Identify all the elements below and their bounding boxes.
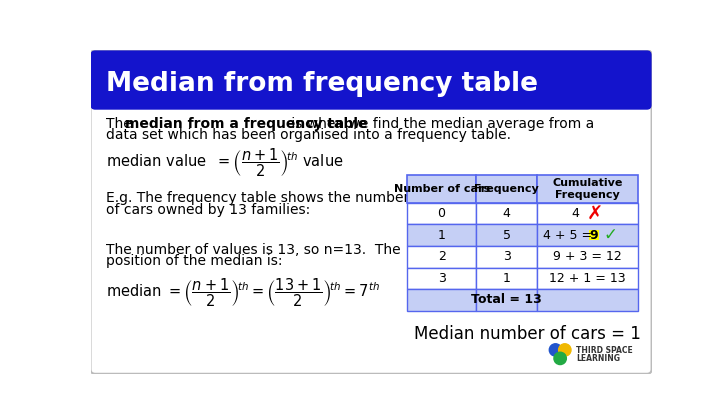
Bar bbox=[476, 268, 537, 289]
Text: Cumulative
Frequency: Cumulative Frequency bbox=[552, 178, 623, 200]
Bar bbox=[589, 230, 599, 240]
Bar bbox=[407, 289, 476, 311]
Text: Median number of cars = 1: Median number of cars = 1 bbox=[414, 325, 641, 343]
Text: 2: 2 bbox=[437, 250, 445, 263]
Text: median from a frequency table: median from a frequency table bbox=[125, 117, 367, 131]
Text: 9 + 3 = 12: 9 + 3 = 12 bbox=[553, 250, 622, 263]
Text: Total = 13: Total = 13 bbox=[471, 294, 542, 306]
Bar bbox=[537, 268, 638, 289]
Text: median value  $=\left(\dfrac{n+1}{2}\right)^{\!\mathit{th}}$ value: median value $=\left(\dfrac{n+1}{2}\righ… bbox=[106, 147, 343, 179]
Text: Number of cars: Number of cars bbox=[394, 184, 489, 194]
Bar bbox=[407, 224, 476, 246]
Text: LEARNING: LEARNING bbox=[576, 354, 620, 363]
Bar bbox=[407, 203, 476, 224]
Text: 3: 3 bbox=[437, 272, 445, 285]
Bar bbox=[476, 175, 537, 203]
Text: The: The bbox=[106, 117, 136, 131]
Text: 3: 3 bbox=[502, 250, 510, 263]
Text: Median from frequency table: Median from frequency table bbox=[106, 71, 538, 97]
Bar bbox=[407, 246, 476, 268]
Bar bbox=[95, 85, 647, 105]
Text: of cars owned by 13 families:: of cars owned by 13 families: bbox=[106, 203, 311, 217]
Text: 9: 9 bbox=[589, 229, 598, 241]
Text: ✓: ✓ bbox=[604, 226, 618, 244]
Bar bbox=[537, 224, 638, 246]
Bar bbox=[476, 289, 537, 311]
FancyBboxPatch shape bbox=[90, 50, 652, 374]
Bar bbox=[537, 203, 638, 224]
Bar bbox=[476, 224, 537, 246]
Text: ✗: ✗ bbox=[587, 205, 603, 224]
Text: Frequency: Frequency bbox=[474, 184, 539, 194]
Text: 0: 0 bbox=[437, 207, 445, 220]
Text: 4 + 5 =: 4 + 5 = bbox=[543, 229, 597, 241]
Bar bbox=[476, 246, 537, 268]
Text: 1: 1 bbox=[502, 272, 510, 285]
Text: data set which has been organised into a frequency table.: data set which has been organised into a… bbox=[106, 128, 511, 142]
Circle shape bbox=[554, 352, 566, 365]
Bar bbox=[407, 175, 476, 203]
Circle shape bbox=[559, 344, 571, 356]
Bar bbox=[407, 268, 476, 289]
Text: THIRD SPACE: THIRD SPACE bbox=[576, 346, 634, 355]
Bar bbox=[476, 203, 537, 224]
Text: 4: 4 bbox=[572, 207, 580, 220]
Text: position of the median is:: position of the median is: bbox=[106, 255, 282, 268]
Text: 12 + 1 = 13: 12 + 1 = 13 bbox=[549, 272, 626, 285]
Text: E.g. The frequency table shows the number: E.g. The frequency table shows the numbe… bbox=[106, 191, 409, 205]
Text: 4: 4 bbox=[502, 207, 510, 220]
Text: 1: 1 bbox=[437, 229, 445, 241]
Bar bbox=[537, 175, 638, 203]
Text: 5: 5 bbox=[502, 229, 510, 241]
FancyBboxPatch shape bbox=[90, 50, 652, 110]
Text: is when we find the median average from a: is when we find the median average from … bbox=[287, 117, 594, 131]
Bar bbox=[537, 289, 638, 311]
Text: The number of values is 13, so n=13.  The: The number of values is 13, so n=13. The bbox=[106, 243, 400, 257]
Text: median $= \left(\dfrac{n+1}{2}\right)^{\!\mathit{th}} = \left(\dfrac{13+1}{2}\ri: median $= \left(\dfrac{n+1}{2}\right)^{\… bbox=[106, 276, 380, 309]
Bar bbox=[537, 246, 638, 268]
Circle shape bbox=[550, 344, 562, 356]
